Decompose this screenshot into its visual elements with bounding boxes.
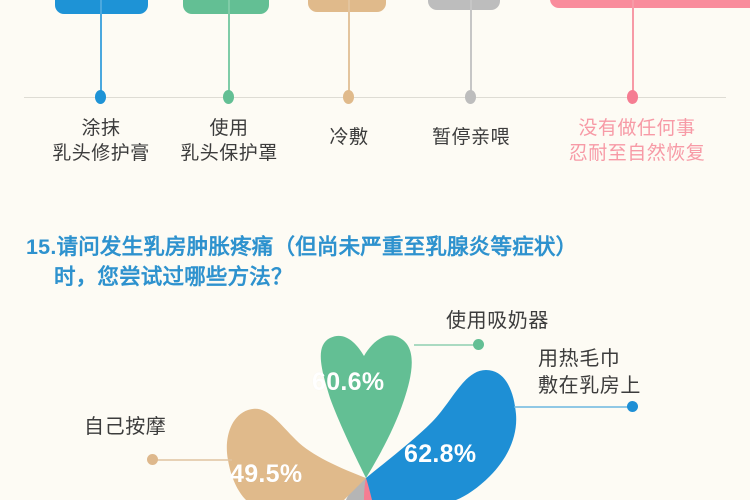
axis-dot-1 [95, 90, 106, 104]
petal-slice-tan [226, 408, 366, 500]
stem-3 [348, 0, 350, 96]
callout-dot-pump [473, 339, 484, 350]
bar-label-5: 没有做任何事 忍耐至自然恢复 [568, 118, 706, 164]
bar-label-3: 冷敷 [329, 127, 369, 148]
stem-1 [100, 0, 102, 96]
petal-label-warm-towel: 用热毛巾 敷在乳房上 [538, 348, 641, 397]
stem-5 [632, 0, 634, 96]
question-line-2: 时，您尝试过哪些方法？ [54, 265, 293, 289]
axis-dot-4 [465, 90, 476, 104]
petal-label-self-massage: 自己按摩 [84, 416, 167, 438]
axis-dot-5 [627, 90, 638, 104]
axis-dot-2 [223, 90, 234, 104]
petal-label-pump: 使用吸奶器 [446, 310, 549, 332]
petal-chart-svg [152, 335, 632, 500]
callout-dot-self-massage [147, 454, 158, 465]
petal-value-pump: 60.6% [312, 368, 385, 396]
petal-value-self-massage: 49.5% [230, 460, 303, 488]
bar-column-2 [183, 0, 269, 14]
bar-label-1: 涂抹 乳头修护膏 [52, 118, 150, 164]
bar-column-5 [550, 0, 750, 8]
question-heading: 15.请问发生乳房肿胀疼痛（但尚未严重至乳腺炎等症状） 时，您尝试过哪些方法？ [26, 232, 726, 292]
question-line-1: 15.请问发生乳房肿胀疼痛（但尚未严重至乳腺炎等症状） [26, 235, 578, 259]
petal-slice-gray [346, 478, 366, 500]
bar-column-4 [428, 0, 500, 10]
stem-4 [470, 0, 472, 96]
bar-label-2: 使用 乳头保护罩 [180, 118, 278, 164]
bar-label-4: 暂停亲喂 [431, 127, 510, 148]
petal-value-warm-towel: 62.8% [404, 440, 477, 468]
baseline-axis [24, 97, 726, 98]
petal-slice-blue [366, 370, 517, 500]
bar-column-3 [308, 0, 386, 12]
petal-slice-green [320, 335, 412, 478]
axis-dot-3 [343, 90, 354, 104]
petal-pie-chart: 60.6% 62.8% 49.5% 使用吸奶器 用热毛巾 敷在乳房上 自己按摩 [0, 300, 750, 500]
stem-2 [228, 0, 230, 96]
callout-dot-warm-towel [627, 401, 638, 412]
